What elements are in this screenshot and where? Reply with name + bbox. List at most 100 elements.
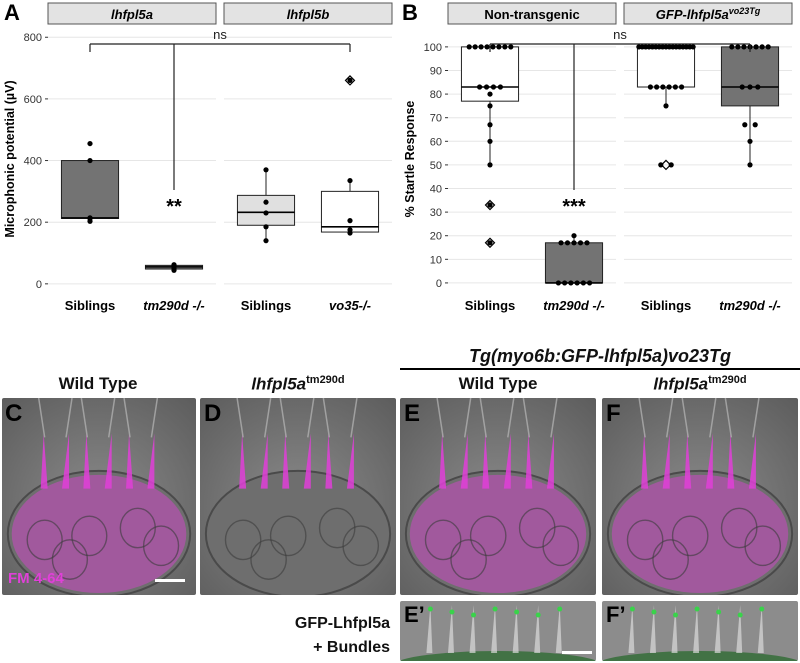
data-point <box>742 122 748 128</box>
data-point <box>484 44 490 50</box>
panel-letter-b: B <box>402 0 418 25</box>
facet-strip-1-strip <box>447 2 617 25</box>
data-point <box>587 280 593 286</box>
micrograph-d <box>200 398 396 595</box>
fm-stain-body <box>611 474 789 594</box>
data-point <box>487 91 493 97</box>
data-point <box>487 162 493 168</box>
kinocilium <box>37 398 46 438</box>
kinocilium <box>507 398 515 438</box>
gfp-puncta <box>694 606 700 612</box>
data-point <box>487 138 493 144</box>
chart-a: lhfpl5a lhfpl5b 0 200 400 600 800 Microphonic p… <box>3 2 393 313</box>
hair-bundle <box>239 433 247 489</box>
title-wild-type-c: Wild Type <box>58 374 138 393</box>
hair-cell-cluster <box>204 469 392 595</box>
box <box>60 160 120 219</box>
tg-header: Tg(myo6b:GFP-lhfpl5a)vo23Tg <box>468 346 731 366</box>
data-point <box>568 280 574 286</box>
hair-bundle <box>546 433 554 489</box>
data-point <box>668 162 674 168</box>
gfp-label-line2: + Bundles <box>313 639 390 656</box>
y-tick-label: 60 <box>430 136 442 148</box>
data-point <box>564 240 571 246</box>
hair-bundle <box>503 433 511 489</box>
panel-letter-a: A <box>4 0 20 25</box>
gfp-puncta <box>737 612 743 618</box>
y-axis-label: % Startle Response <box>403 101 417 218</box>
nucleus <box>342 525 380 567</box>
title-mutant-d-gene: lhfpl5a <box>251 374 307 394</box>
data-point <box>490 84 497 90</box>
panel-letter-e: E <box>404 400 421 427</box>
data-point <box>263 238 269 244</box>
gfp-puncta <box>629 606 635 612</box>
kinocilium <box>665 398 674 438</box>
hair-bundle <box>460 433 468 489</box>
nucleus <box>51 539 89 580</box>
box <box>720 46 780 107</box>
hair-bundle <box>684 433 692 489</box>
kinocilium <box>236 398 244 438</box>
hair-bundle <box>662 433 670 489</box>
outlier-marker <box>484 237 496 249</box>
box <box>636 46 696 88</box>
panel-letter-f-prime: F’ <box>606 602 626 627</box>
gfp-bundle <box>757 605 764 653</box>
hair-bundle <box>748 433 756 489</box>
y-tick-label: 400 <box>24 156 42 168</box>
data-point <box>663 103 669 109</box>
box <box>544 242 604 284</box>
hair-bundle <box>126 433 134 489</box>
data-point <box>477 84 483 90</box>
data-point <box>487 103 493 109</box>
gfp-bundle <box>555 605 562 653</box>
y-tick-label: 0 <box>436 278 442 290</box>
gfp-bundle <box>512 605 519 653</box>
panel-letter-c: C <box>5 400 23 427</box>
gfp-bundle <box>714 605 721 653</box>
nucleus <box>250 539 287 580</box>
panel-letter-f: F <box>606 400 621 427</box>
micrograph-f <box>602 398 798 595</box>
gfp-micrograph-f <box>602 601 798 661</box>
hair-bundle <box>705 433 713 489</box>
y-tick-label: 20 <box>430 231 442 243</box>
data-point <box>558 240 564 246</box>
kinocilium <box>752 398 760 438</box>
facet-strip-2-strip <box>223 2 393 25</box>
data-point <box>660 84 666 90</box>
hair-bundle <box>104 433 112 489</box>
y-tick-label: 90 <box>430 65 442 77</box>
nucleus <box>469 515 507 557</box>
nucleus <box>142 525 180 567</box>
data-point <box>647 84 653 90</box>
kinocilium <box>724 398 733 438</box>
data-point <box>571 233 577 239</box>
kinocilium <box>436 398 444 438</box>
nucleus <box>224 519 262 561</box>
ns-label: ns <box>613 27 627 42</box>
data-point <box>577 240 584 246</box>
x-tick-label: Siblings <box>641 298 692 313</box>
data-point <box>729 44 735 50</box>
gfp-puncta <box>716 609 722 615</box>
nucleus <box>518 507 556 549</box>
data-point <box>263 210 269 216</box>
x-tick-label: tm290d -/- <box>143 298 204 313</box>
data-point <box>487 122 493 128</box>
tg-header-rule <box>400 368 800 370</box>
gfp-puncta <box>471 612 477 618</box>
hair-bundle <box>325 433 333 489</box>
data-point <box>496 44 502 50</box>
hair-bundle <box>727 433 735 489</box>
gfp-cell-edge <box>602 651 798 661</box>
nucleus <box>626 519 664 561</box>
y-tick-label: 100 <box>424 42 442 54</box>
data-point <box>555 280 561 286</box>
panel-letter-d: D <box>204 400 222 427</box>
data-point <box>487 202 493 208</box>
data-point <box>483 84 490 90</box>
data-point <box>347 77 353 83</box>
gfp-bundle <box>534 605 541 653</box>
